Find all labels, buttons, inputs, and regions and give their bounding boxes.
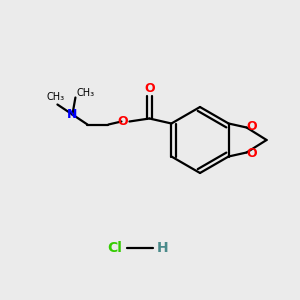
Text: O: O: [144, 82, 155, 95]
Text: O: O: [246, 147, 257, 160]
Text: O: O: [246, 120, 257, 133]
Text: CH₃: CH₃: [76, 88, 94, 98]
Text: H: H: [157, 241, 169, 255]
Text: O: O: [117, 115, 128, 128]
Text: Cl: Cl: [108, 241, 122, 255]
Text: CH₃: CH₃: [46, 92, 64, 103]
Text: N: N: [67, 108, 78, 121]
